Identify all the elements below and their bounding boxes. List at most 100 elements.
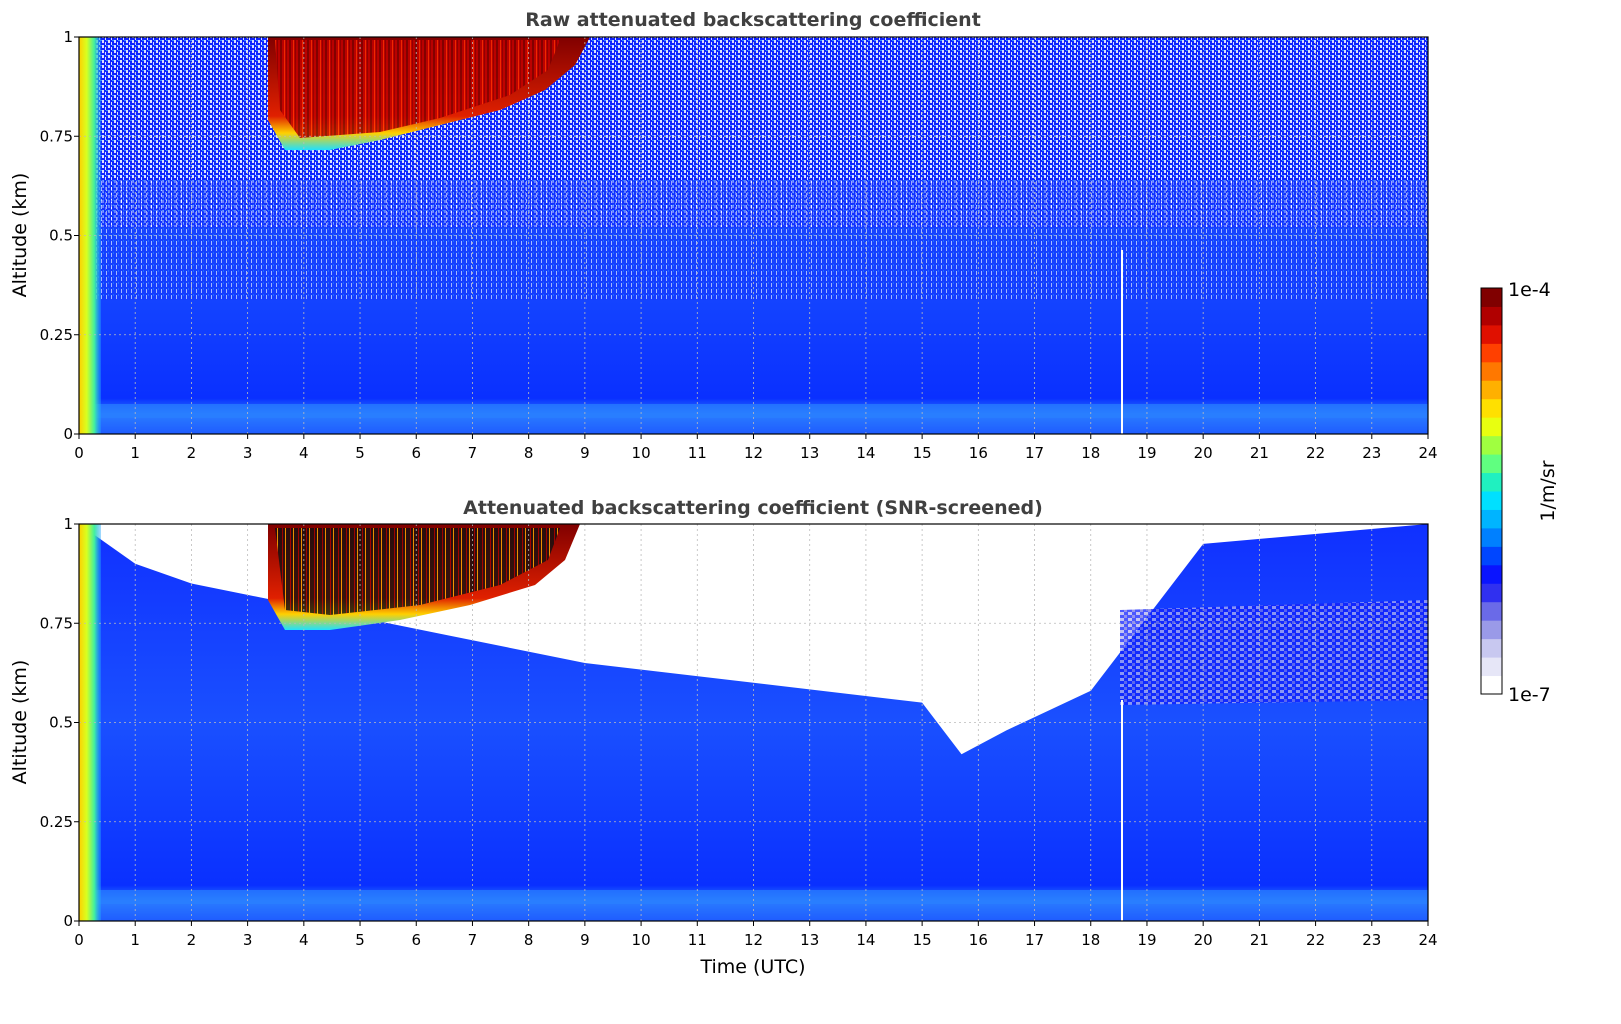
y-tick-label: 0.25 <box>40 813 73 831</box>
x-tick-label: 8 <box>524 444 534 462</box>
x-tick-label: 5 <box>355 444 365 462</box>
x-tick-label: 1 <box>130 931 140 949</box>
panel-screened-xticks: 0 1 2 3 4 5 6 7 8 9 10 11 12 13 14 15 16 17 18 19 20 21 22 23 24 <box>74 921 1438 949</box>
x-tick-label: 14 <box>856 444 875 462</box>
x-tick-label: 2 <box>187 444 197 462</box>
x-tick-label: 11 <box>688 931 707 949</box>
panel-screened-title: Attenuated backscattering coefficient (S… <box>463 497 1043 519</box>
x-tick-label: 16 <box>969 444 988 462</box>
x-tick-label: 5 <box>355 931 365 949</box>
colorbar-step <box>1481 324 1502 344</box>
colorbar-frame <box>1480 287 1503 695</box>
y-tick-label: 1 <box>63 515 73 533</box>
x-tick-label: 17 <box>1025 444 1044 462</box>
colorbar-step <box>1481 527 1502 547</box>
colorbar-step <box>1481 454 1502 474</box>
colorbar-step <box>1481 472 1502 492</box>
colorbar-units-label: 1/m/sr <box>1537 460 1559 521</box>
colorbar-step <box>1481 546 1502 566</box>
panel-raw-yticks: 0 0.25 0.5 0.75 1 <box>40 28 79 443</box>
x-tick-label: 18 <box>1081 931 1100 949</box>
y-tick-label: 0.5 <box>49 714 73 732</box>
colorbar-step <box>1481 380 1502 400</box>
panel-screened: Attenuated backscattering coefficient (S… <box>9 497 1438 978</box>
x-tick-label: 7 <box>468 444 478 462</box>
x-tick-label: 8 <box>524 931 534 949</box>
x-tick-label: 14 <box>856 931 875 949</box>
panel-raw-title: Raw attenuated backscattering coefficien… <box>525 9 981 31</box>
colorbar-step <box>1481 435 1502 455</box>
x-tick-label: 4 <box>299 931 309 949</box>
x-tick-label: 21 <box>1250 444 1269 462</box>
colorbar-step <box>1481 398 1502 418</box>
x-tick-label: 15 <box>913 931 932 949</box>
x-tick-label: 4 <box>299 444 309 462</box>
colorbar-min-label: 1e-7 <box>1508 684 1551 706</box>
panel-screened-yticks: 0 0.25 0.5 0.75 1 <box>40 515 79 930</box>
x-tick-label: 12 <box>744 444 763 462</box>
x-tick-label: 3 <box>243 444 253 462</box>
y-tick-label: 1 <box>63 28 73 46</box>
x-tick-label: 13 <box>800 444 819 462</box>
x-tick-label: 1 <box>130 444 140 462</box>
x-tick-label: 24 <box>1418 444 1437 462</box>
x-tick-label: 22 <box>1306 931 1325 949</box>
x-tick-label: 21 <box>1250 931 1269 949</box>
x-tick-label: 17 <box>1025 931 1044 949</box>
panel-screened-xlabel: Time (UTC) <box>699 956 805 978</box>
colorbar-step <box>1481 361 1502 381</box>
colorbar-max-label: 1e-4 <box>1508 279 1551 301</box>
colorbar-step <box>1481 417 1502 437</box>
y-tick-label: 0.75 <box>40 614 73 632</box>
x-tick-label: 15 <box>913 444 932 462</box>
colorbar: 1e-4 1e-7 1/m/sr <box>1480 279 1559 706</box>
x-tick-label: 11 <box>688 444 707 462</box>
y-tick-label: 0.5 <box>49 227 73 245</box>
x-tick-label: 2 <box>187 931 197 949</box>
x-tick-label: 9 <box>580 444 590 462</box>
colorbar-step <box>1481 491 1502 510</box>
x-tick-label: 10 <box>632 444 651 462</box>
x-tick-label: 20 <box>1194 444 1213 462</box>
x-tick-label: 10 <box>632 931 651 949</box>
panel-raw-xticks: 0 1 2 3 4 5 6 7 8 9 10 11 12 13 14 15 16 17 18 19 20 21 22 23 24 <box>74 434 1438 462</box>
x-tick-label: 19 <box>1137 444 1156 462</box>
x-tick-label: 18 <box>1081 444 1100 462</box>
colorbar-step <box>1481 343 1502 363</box>
x-tick-label: 24 <box>1418 931 1437 949</box>
x-tick-label: 6 <box>411 444 421 462</box>
x-tick-label: 23 <box>1362 931 1381 949</box>
x-tick-label: 9 <box>580 931 590 949</box>
panel-screened-grid <box>79 524 1428 921</box>
colorbar-steps <box>1481 288 1502 695</box>
y-tick-label: 0.25 <box>40 326 73 344</box>
x-tick-label: 19 <box>1137 931 1156 949</box>
x-tick-label: 13 <box>800 931 819 949</box>
y-tick-label: 0 <box>63 425 73 443</box>
x-tick-label: 12 <box>744 931 763 949</box>
colorbar-step <box>1481 288 1502 307</box>
colorbar-step <box>1481 564 1502 584</box>
colorbar-step <box>1481 657 1502 677</box>
colorbar-step <box>1481 675 1502 695</box>
x-tick-label: 0 <box>74 444 84 462</box>
panel-raw-grid <box>79 37 1428 434</box>
x-tick-label: 23 <box>1362 444 1381 462</box>
colorbar-step <box>1481 601 1502 621</box>
colorbar-step <box>1481 583 1502 603</box>
y-tick-label: 0.75 <box>40 127 73 145</box>
colorbar-step <box>1481 306 1502 326</box>
colorbar-step <box>1481 638 1502 658</box>
colorbar-step <box>1481 509 1502 529</box>
x-tick-label: 6 <box>411 931 421 949</box>
panel-raw: Raw attenuated backscattering coefficien… <box>9 9 1438 462</box>
x-tick-label: 0 <box>74 931 84 949</box>
panel-screened-ylabel: Altitude (km) <box>9 660 31 785</box>
colorbar-step <box>1481 620 1502 640</box>
x-tick-label: 7 <box>468 931 478 949</box>
x-tick-label: 22 <box>1306 444 1325 462</box>
y-tick-label: 0 <box>63 912 73 930</box>
panel-raw-ylabel: Altitude (km) <box>9 173 31 298</box>
x-tick-label: 20 <box>1194 931 1213 949</box>
